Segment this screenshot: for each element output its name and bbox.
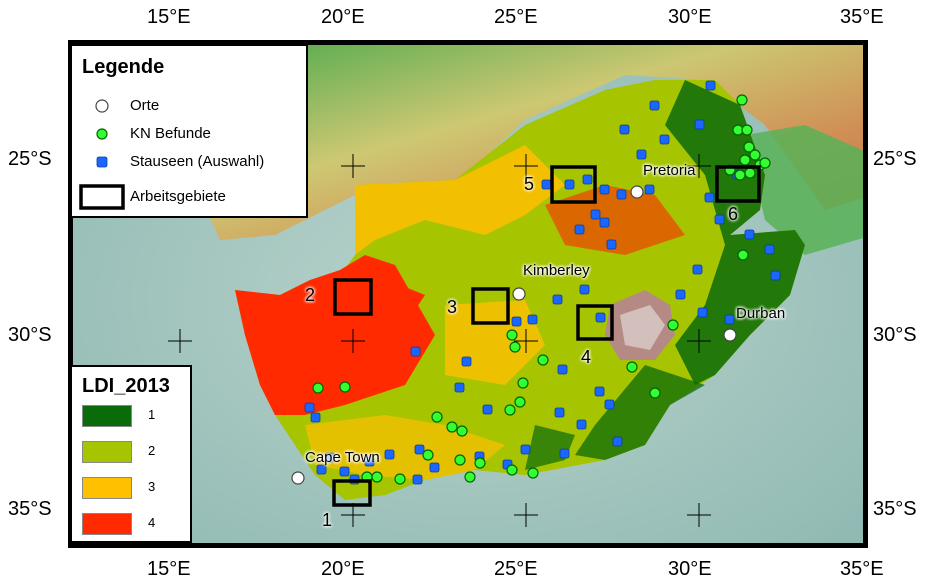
study-area-number-1: 1: [322, 510, 333, 530]
lon-label-top-20: 20°E: [321, 6, 365, 28]
city-label-pretoria: Pretoria: [643, 162, 696, 179]
legend-symbol-study-area: [79, 184, 125, 210]
study-area-number-5: 5: [524, 174, 535, 194]
legend-symbol-place: [95, 99, 109, 113]
legend-symbol-reservoir: [96, 156, 108, 168]
lon-label-bottom-30: 30°E: [668, 558, 712, 580]
ldi-swatch-2: [82, 441, 132, 463]
lat-label-left-30: 30°S: [8, 324, 52, 346]
ldi-label-3: 3: [148, 479, 156, 494]
ldi-swatch-4: [82, 513, 132, 535]
ldi-label-4: 4: [148, 515, 156, 530]
lon-label-bottom-15: 15°E: [147, 558, 191, 580]
lat-label-right-30: 30°S: [873, 324, 917, 346]
legend-symbol-kn: [96, 128, 108, 140]
city-label-kimberley: Kimberley: [523, 262, 590, 279]
ldi-1-south: [525, 425, 575, 470]
kn-findings: [312, 94, 771, 485]
lon-label-top-25: 25°E: [494, 6, 538, 28]
lon-label-bottom-20: 20°E: [321, 558, 365, 580]
lon-label-top-30: 30°E: [668, 6, 712, 28]
lon-label-top-15: 15°E: [147, 6, 191, 28]
city-label-durban: Durban: [736, 305, 786, 322]
lesotho-highlands: [620, 305, 665, 350]
study-areas: [332, 165, 761, 507]
legend-panel: Legende Orte KN Befunde Stauseen (Auswah…: [70, 44, 308, 218]
lat-label-right-25: 25°S: [873, 148, 917, 170]
city-markers: [291, 185, 737, 485]
study-area-number-6: 6: [728, 204, 739, 224]
study-area-number-2: 2: [305, 285, 316, 305]
lat-label-right-35: 35°S: [873, 498, 917, 520]
study-area-number-4: 4: [581, 347, 592, 367]
reservoirs: [304, 80, 781, 485]
legend-label-places: Orte: [130, 97, 160, 114]
ldi-swatch-1: [82, 405, 132, 427]
ldi-legend-panel: LDI_2013 1 2 3 4: [70, 365, 192, 543]
ldi-3-north-west: [355, 145, 565, 255]
lat-label-left-35: 35°S: [8, 498, 52, 520]
city-label-cape-town: Cape Town: [305, 449, 380, 466]
ldi-label-1: 1: [148, 407, 156, 422]
legend-label-study-area: Arbeitsgebiete: [130, 188, 226, 205]
ldi-1-east: [665, 80, 805, 385]
ldi-1-south-east: [575, 365, 705, 460]
ldi-4-west-2: [375, 275, 425, 325]
graticule: [168, 154, 711, 527]
legend-label-reservoir: Stauseen (Auswahl): [130, 153, 265, 170]
neighbor-relief-east: [745, 125, 863, 255]
ldi-swatch-3: [82, 477, 132, 499]
legend-label-kn: KN Befunde: [130, 125, 211, 142]
lat-label-left-25: 25°S: [8, 148, 52, 170]
study-area-number-3: 3: [447, 297, 458, 317]
lon-label-bottom-35: 35°E: [840, 558, 884, 580]
lon-label-bottom-25: 25°E: [494, 558, 538, 580]
lon-label-top-35: 35°E: [840, 6, 884, 28]
ldi-legend-title: LDI_2013: [82, 375, 170, 397]
legend-title: Legende: [82, 56, 165, 78]
ldi-label-2: 2: [148, 443, 156, 458]
